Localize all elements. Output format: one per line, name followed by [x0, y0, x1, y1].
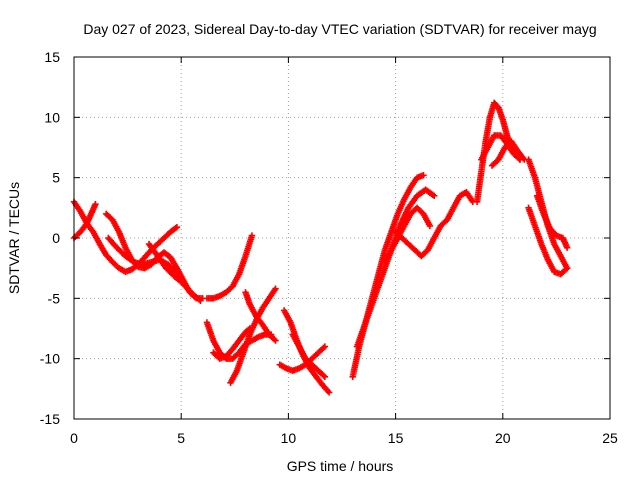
series-s13: [289, 331, 329, 380]
data-point-marker: [197, 297, 204, 304]
y-axis-label: SDTVAR / TECUs: [6, 182, 22, 294]
series-s14: [349, 172, 427, 380]
data-point-marker: [272, 285, 279, 292]
data-point-marker: [320, 344, 327, 352]
y-tick-label: 10: [44, 109, 60, 125]
y-tick-label: 5: [52, 170, 60, 186]
series-s2: [70, 201, 99, 242]
x-tick-label: 25: [602, 430, 618, 446]
data-layer: [70, 99, 571, 396]
data-point-marker: [563, 244, 571, 251]
y-tick-label: 0: [52, 230, 60, 246]
tick-layer: 0 5 10 15 20 25 -15 -10 -5 0 5 10 15: [40, 49, 618, 446]
y-tick-label: -10: [40, 351, 60, 367]
data-point-marker: [248, 232, 256, 239]
series-s6: [203, 232, 256, 302]
data-point-marker: [321, 343, 329, 350]
y-tick-label: 15: [44, 49, 60, 65]
data-point-marker: [563, 264, 571, 272]
series-s5: [145, 240, 204, 304]
series-s20: [488, 138, 528, 169]
series-s3: [102, 210, 206, 302]
data-point-marker: [272, 337, 279, 344]
grid-layer: [74, 57, 610, 419]
data-point-marker: [271, 336, 278, 343]
x-tick-label: 20: [495, 430, 511, 446]
series-s10: [242, 289, 279, 344]
x-tick-label: 15: [388, 430, 404, 446]
x-axis-label: GPS time / hours: [287, 458, 394, 474]
data-point-marker: [325, 389, 333, 396]
series-s22: [525, 204, 571, 278]
data-point-marker: [420, 172, 427, 179]
x-tick-label: 0: [70, 430, 78, 446]
series-s23: [533, 192, 571, 251]
series-s17: [392, 188, 476, 260]
data-point-marker: [173, 223, 181, 231]
series-s12: [276, 343, 329, 374]
data-point-marker: [172, 224, 179, 232]
data-point-marker: [92, 201, 99, 208]
data-point-marker: [426, 222, 434, 230]
data-point-marker: [562, 266, 570, 273]
y-tick-label: -15: [40, 411, 60, 427]
series-s8: [210, 325, 254, 362]
x-tick-label: 5: [177, 430, 185, 446]
series-s11: [280, 307, 333, 396]
series-s16: [381, 204, 434, 266]
chart-title: Day 027 of 2023, Sidereal Day-to-day VTE…: [83, 21, 596, 37]
y-tick-label: -5: [48, 290, 61, 306]
data-point-marker: [430, 192, 438, 199]
x-tick-label: 10: [281, 430, 297, 446]
data-point-marker: [320, 372, 327, 379]
series-s9: [227, 285, 279, 386]
data-point-marker: [321, 373, 329, 380]
